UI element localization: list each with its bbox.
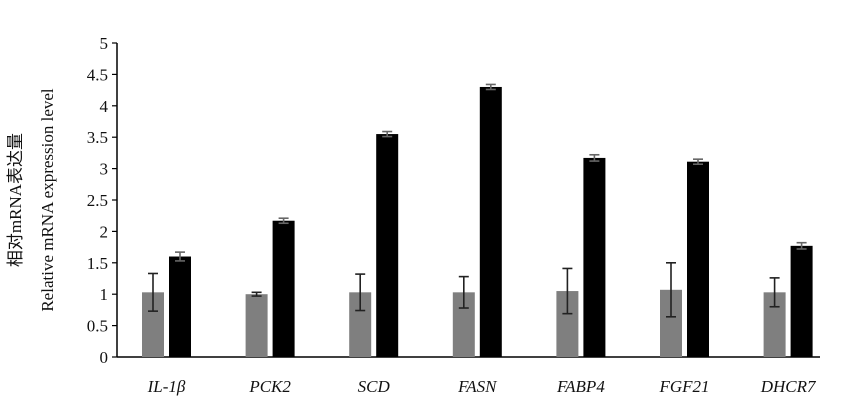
y-tick-label: 4 — [100, 97, 109, 116]
error-bars — [148, 83, 807, 318]
bar-series-2-3 — [479, 86, 502, 358]
bar-series-2-4 — [583, 157, 606, 357]
y-tick-label: 1 — [100, 285, 109, 304]
y-axis-ticks: 0 0.5 1 1.5 2 2.5 3 3.5 4 4.5 5 — [87, 34, 117, 367]
bar-series-2-0 — [169, 256, 191, 357]
x-axis-categories: IL-1β PCK2 SCD FASN FABP4 FGF21 DHCR7 — [147, 377, 817, 396]
y-tick-label: 1.5 — [87, 254, 108, 273]
bar-series-2-5 — [687, 161, 709, 357]
bar-series-2-1 — [272, 220, 295, 357]
x-category-label: PCK2 — [248, 377, 291, 396]
y-tick-label: 4.5 — [87, 65, 108, 84]
y-tick-label: 2.5 — [87, 191, 108, 210]
x-category-label: SCD — [358, 377, 391, 396]
x-category-label: FASN — [457, 377, 498, 396]
x-category-label: IL-1β — [147, 377, 186, 396]
y-axis-label-en: Relative mRNA expression level — [38, 88, 57, 312]
y-tick-label: 2 — [100, 222, 109, 241]
y-tick-label: 3.5 — [87, 128, 108, 147]
y-axis-label: 相对mRNA表达量 Relative mRNA expression level — [6, 88, 57, 312]
y-tick-label: 3 — [100, 160, 109, 179]
x-category-label: FABP4 — [556, 377, 605, 396]
bar-series-2-2 — [376, 134, 399, 357]
bar-series-1-1 — [245, 294, 268, 357]
bar-series-1-2 — [349, 292, 372, 357]
bar-series-1-0 — [142, 292, 164, 357]
y-tick-label: 0.5 — [87, 317, 108, 336]
bar-series-1-3 — [452, 292, 475, 357]
bar-series-1-4 — [556, 291, 579, 357]
x-category-label: FGF21 — [658, 377, 709, 396]
bars — [142, 86, 813, 358]
bar-series-1-6 — [763, 292, 786, 357]
y-tick-label: 0 — [100, 348, 109, 367]
bar-series-2-6 — [790, 245, 813, 357]
y-axis-label-cn: 相对mRNA表达量 — [6, 133, 25, 267]
y-tick-label: 5 — [100, 34, 109, 53]
bar-series-1-5 — [660, 289, 682, 357]
x-category-label: DHCR7 — [760, 377, 817, 396]
